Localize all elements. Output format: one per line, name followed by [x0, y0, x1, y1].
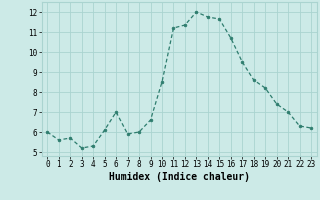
X-axis label: Humidex (Indice chaleur): Humidex (Indice chaleur) [109, 172, 250, 182]
